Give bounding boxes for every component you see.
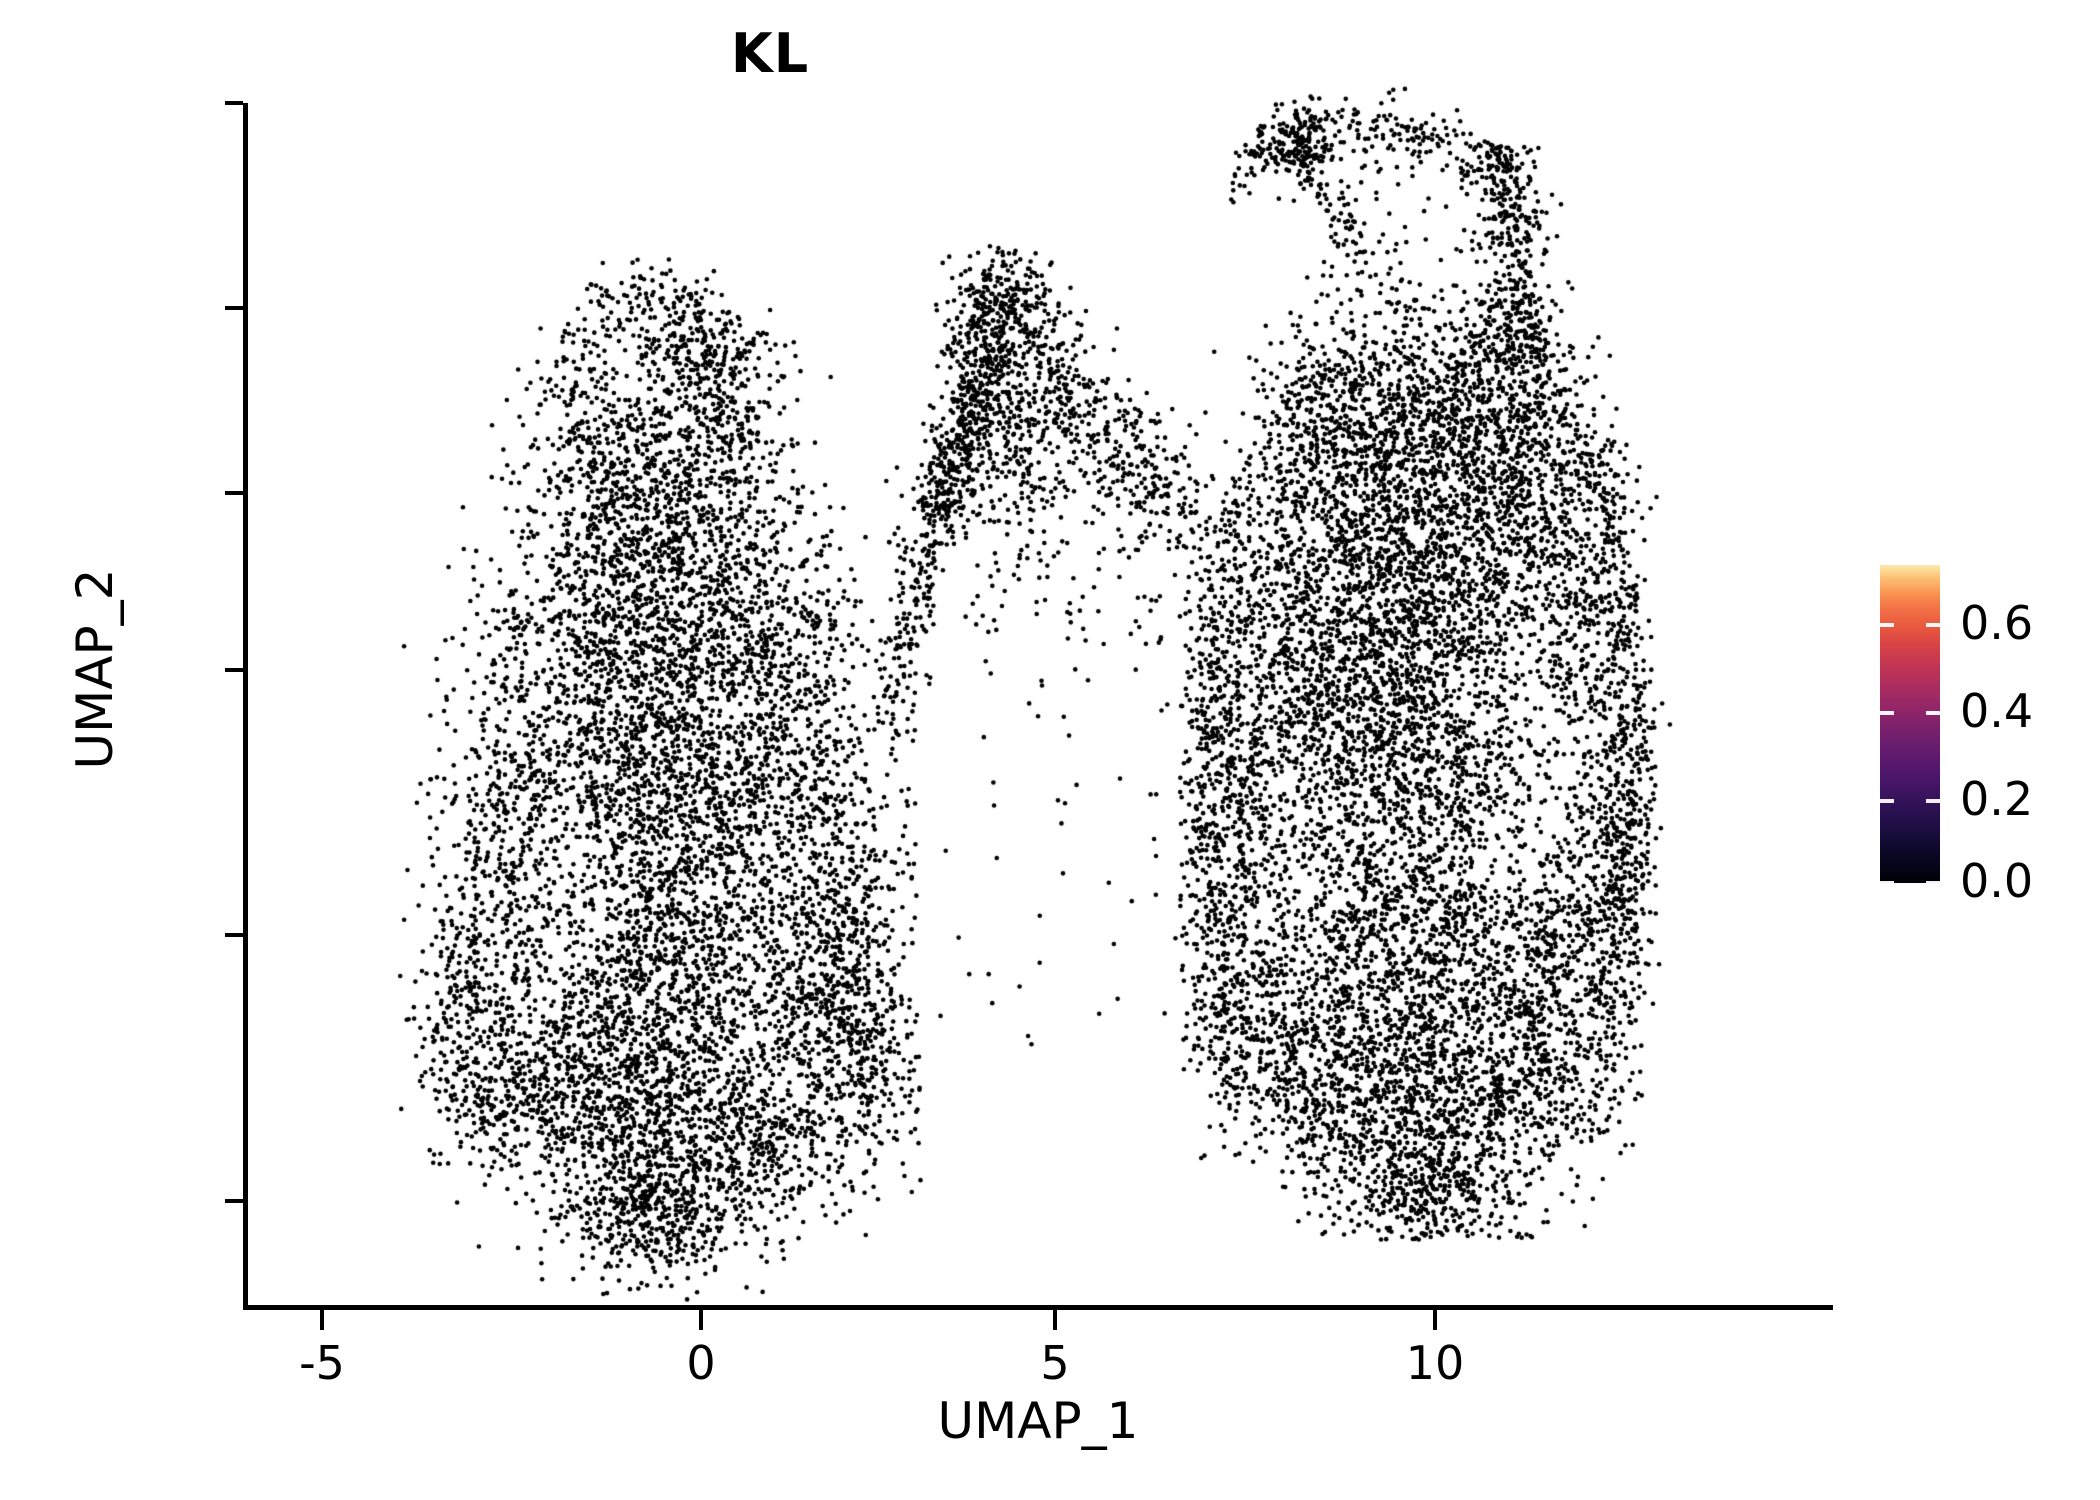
x-tick-label: 5 (1040, 1336, 1070, 1390)
x-tick-label: -5 (299, 1336, 345, 1390)
x-tick-mark (1053, 1310, 1057, 1330)
x-tick-mark (699, 1310, 703, 1330)
colorbar-tick-mark (1926, 711, 1940, 715)
y-tick-mark (225, 1199, 243, 1203)
x-tick-mark (320, 1310, 324, 1330)
x-tick-mark (1433, 1310, 1437, 1330)
y-tick-mark (225, 306, 243, 310)
x-axis-line (243, 1305, 1833, 1310)
y-tick-mark (225, 933, 243, 937)
colorbar-tick-label: 0.0 (1960, 854, 2034, 908)
y-axis-line (243, 103, 248, 1310)
colorbar-tick-mark (1880, 623, 1894, 627)
colorbar (1880, 565, 1940, 885)
y-tick-mark (225, 491, 243, 495)
colorbar-tick-label: 0.6 (1960, 596, 2034, 650)
colorbar-tick-mark (1926, 623, 1940, 627)
colorbar-tick-mark (1880, 711, 1894, 715)
y-axis-label: UMAP_2 (66, 568, 124, 770)
colorbar-tick-mark (1926, 881, 1940, 885)
y-tick-mark (225, 101, 243, 105)
colorbar-tick-label: 0.2 (1960, 772, 2034, 826)
y-tick-mark (225, 668, 243, 672)
x-tick-label: 0 (686, 1336, 716, 1390)
colorbar-tick-mark (1926, 799, 1940, 803)
x-axis-label: UMAP_1 (937, 1392, 1139, 1450)
colorbar-tick-mark (1880, 799, 1894, 803)
x-tick-label: 10 (1405, 1336, 1465, 1390)
colorbar-gradient (1880, 565, 1940, 883)
colorbar-tick-mark (1880, 881, 1894, 885)
colorbar-tick-label: 0.4 (1960, 684, 2034, 738)
